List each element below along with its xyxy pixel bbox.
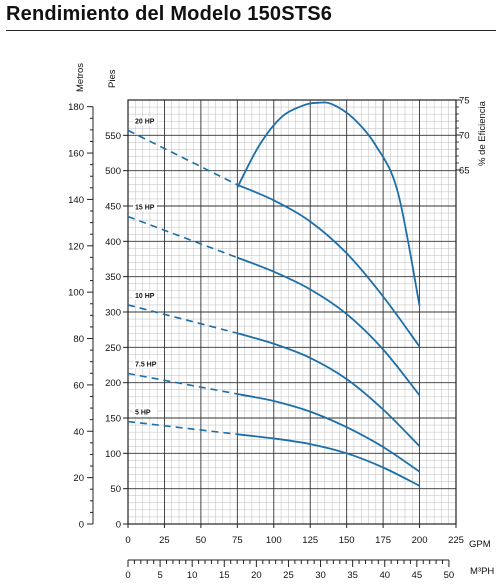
metros-tick-label: 100 (68, 288, 84, 299)
pies-tick-label: 100 (105, 449, 121, 460)
hp-label-bg (133, 290, 157, 300)
pies-tick-label: 400 (105, 237, 121, 248)
curve-dashed-20hp (127, 129, 238, 186)
title-rule (6, 30, 496, 31)
m3ph-tick-label: 30 (315, 570, 326, 581)
m3ph-tick-label: 35 (347, 570, 358, 581)
metros-tick-label: 40 (73, 427, 84, 438)
curve-solid-15hp (236, 256, 421, 396)
metros-tick-label: 0 (79, 520, 84, 531)
m3ph-tick-label: 15 (219, 570, 230, 581)
gpm-tick-label: 50 (196, 535, 207, 546)
gpm-tick-label: 100 (266, 535, 282, 546)
m3ph-tick-label: 25 (283, 570, 294, 581)
metros-tick-label: 140 (68, 195, 84, 206)
metros-tick-label: 60 (73, 380, 84, 391)
pies-tick-label: 50 (110, 484, 121, 495)
hp-label: 5 HP (135, 410, 151, 417)
pies-tick-label: 150 (105, 414, 121, 425)
metros-tick-label: 80 (73, 334, 84, 345)
curve-dashed-10hp (127, 304, 238, 334)
curve-solid-5hp (237, 433, 420, 487)
curve-solid-7-5hp (237, 393, 421, 473)
eff-axis-label: % de Eficiencia (477, 100, 488, 166)
hp-label: 7.5 HP (135, 361, 157, 368)
axes: 0501001502002503003504004505005500204060… (68, 96, 469, 582)
pies-tick-label: 350 (105, 272, 121, 283)
pies-tick-label: 500 (105, 166, 121, 177)
gpm-tick-label: 125 (302, 535, 318, 546)
gpm-tick-label: 175 (375, 535, 391, 546)
hp-label: 10 HP (135, 293, 155, 300)
m3ph-tick-label: 10 (187, 570, 198, 581)
hp-label-bg (133, 116, 157, 126)
metros-tick-label: 20 (73, 473, 84, 484)
eff-tick-label: 65 (459, 166, 470, 177)
gpm-tick-label: 25 (159, 535, 170, 546)
curve-dashed-15hp (127, 215, 238, 259)
pies-tick-label: 200 (105, 378, 121, 389)
m3ph-tick-label: 40 (379, 570, 390, 581)
metros-axis-label: Metros (75, 63, 86, 92)
metros-tick-label: 120 (68, 241, 84, 252)
curve-dashed-5hp (127, 420, 238, 436)
curve-dashed-7-5hp (127, 372, 238, 395)
gpm-tick-label: 150 (339, 535, 355, 546)
eff-tick-label: 75 (459, 96, 470, 107)
pies-tick-label: 550 (105, 131, 121, 142)
axis-labels: GPM M³PH Metros Pies % de Eficiencia (75, 63, 494, 577)
m3ph-tick-label: 0 (125, 570, 130, 581)
metros-tick-label: 160 (68, 149, 84, 160)
gpm-tick-label: 0 (125, 535, 130, 546)
pies-tick-label: 300 (105, 308, 121, 319)
m3ph-tick-label: 20 (251, 570, 262, 581)
gpm-tick-label: 225 (448, 535, 464, 546)
m3ph-tick-label: 45 (412, 570, 423, 581)
eff-tick-label: 70 (459, 131, 470, 142)
curve-solid-20hp (236, 183, 421, 348)
gpm-tick-label: 200 (412, 535, 428, 546)
pump-curves: 20 HP 15 HP 10 HP 7.5 HP 5 HP (127, 101, 421, 487)
m3ph-axis-label: M³PH (470, 566, 494, 577)
hp-label: 15 HP (135, 205, 155, 212)
pies-tick-label: 450 (105, 202, 121, 213)
hp-label-bg (133, 407, 157, 417)
curve-solid-10hp (237, 332, 421, 447)
m3ph-tick-label: 50 (444, 570, 455, 581)
gpm-axis-label: GPM (469, 539, 491, 550)
page-title: Rendimiento del Modelo 150STS6 (6, 3, 333, 25)
pies-tick-label: 0 (116, 520, 121, 531)
m3ph-tick-label: 5 (157, 570, 162, 581)
pies-tick-label: 250 (105, 343, 121, 354)
hp-label: 20 HP (135, 118, 155, 125)
metros-tick-label: 180 (68, 102, 84, 113)
hp-label-bg (133, 202, 157, 212)
efficiency-curve (236, 101, 421, 306)
hp-label-bg (133, 359, 157, 369)
pies-axis-label: Pies (107, 69, 118, 88)
gpm-tick-label: 75 (232, 535, 243, 546)
